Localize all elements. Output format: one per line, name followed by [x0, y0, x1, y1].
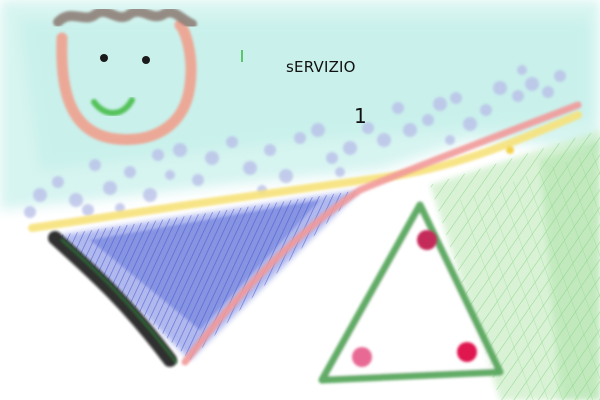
yellow-line — [28, 111, 582, 232]
smile — [91, 97, 135, 116]
number-label: 1 — [354, 104, 367, 128]
black-edge-stroke — [48, 231, 177, 367]
hair-scribble-icon — [53, 6, 197, 29]
triangle-dot-right — [457, 342, 477, 362]
triangle-dot-left — [352, 347, 372, 367]
dot-cloud — [24, 65, 566, 218]
servizio-label: sERVIZIO — [286, 58, 356, 76]
pink-line — [181, 101, 582, 366]
green-triangle — [318, 201, 504, 384]
blue-wedge — [60, 190, 360, 360]
smiley-face-icon — [56, 19, 197, 145]
green-edge-stroke — [60, 238, 178, 364]
yellow-dot — [506, 146, 514, 154]
grass-area — [430, 130, 600, 400]
triangle-dot-top — [417, 230, 437, 250]
left-eye — [100, 54, 108, 62]
right-eye — [142, 56, 150, 64]
